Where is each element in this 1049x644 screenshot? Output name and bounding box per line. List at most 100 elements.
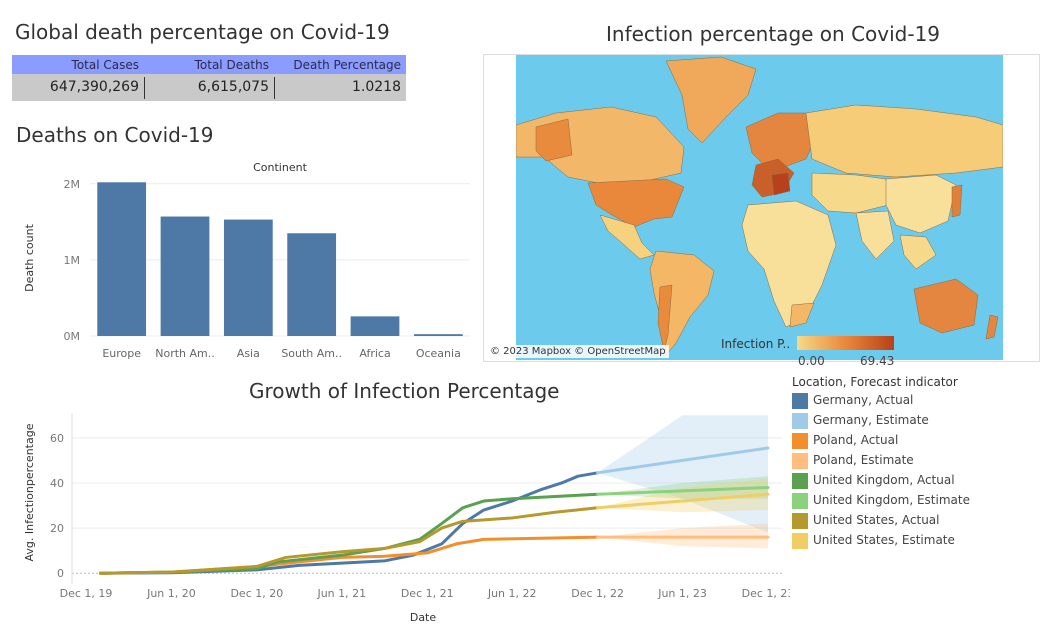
line-x-tick-label: Dec 1, 23 — [742, 587, 790, 600]
forecast-band — [597, 415, 768, 533]
legend-label: Poland, Estimate — [813, 453, 914, 467]
map-country — [665, 56, 757, 144]
line-x-tick-label: Dec 1, 21 — [401, 587, 454, 600]
legend-label: Poland, Actual — [813, 433, 899, 447]
line-x-axis-label: Date — [410, 611, 437, 624]
map-country — [535, 118, 573, 162]
map-country — [913, 278, 979, 334]
map-country — [789, 302, 815, 328]
bar-chart: Continent 0M 1M 2M Death count Europe North Am… — [23, 161, 470, 360]
series-line-germany-estimate — [596, 446, 770, 475]
map-legend-label: Infection P.. — [721, 337, 791, 351]
line-y-axis-label: Avg. Infectionpercentage — [23, 423, 36, 561]
map-color-scale — [797, 336, 894, 350]
map-title: Infection percentage on Covid-19 — [606, 22, 941, 46]
legend-item[interactable]: United States, Estimate — [792, 533, 955, 549]
series-line-united-states-estimate — [596, 492, 770, 510]
map-country — [985, 314, 999, 340]
line-x-tick-label: Jun 1, 20 — [146, 587, 196, 600]
bar-x-tick-label: Africa — [359, 347, 390, 360]
bar-x-tick-label: South Am.. — [281, 347, 342, 360]
bar-x-tick-label: Asia — [237, 347, 260, 360]
line-chart-title: Growth of Infection Percentage — [249, 379, 560, 403]
map-country — [599, 214, 655, 260]
line-x-tick-label: Dec 1, 22 — [571, 587, 624, 600]
line-chart: 0 20 40 60 Dec 1, 19 Jun 1, 20 Dec 1, 20 Jun 1,… — [23, 413, 790, 624]
kpi-separator — [274, 77, 275, 99]
map-country — [811, 172, 889, 214]
line-y-tick-label: 20 — [50, 522, 64, 535]
bar-asia — [223, 219, 273, 336]
legend-swatch — [792, 473, 808, 489]
legend-label: United Kingdom, Actual — [813, 473, 955, 487]
bar-oceania — [413, 334, 463, 336]
bar-x-tick-label: Oceania — [416, 347, 461, 360]
kpi-value-total-cases: 647,390,269 — [49, 79, 139, 95]
bar-x-tick-label: Europe — [102, 347, 141, 360]
map-country — [885, 174, 957, 234]
map-country — [805, 104, 1003, 178]
line-y-tick-label: 0 — [57, 567, 64, 580]
kpi-value-death-percentage: 1.0218 — [352, 79, 401, 95]
series-line-germany-actual — [98, 471, 600, 575]
bar-y-tick-label: 1M — [64, 254, 81, 267]
map-legend-min: 0.00 — [798, 354, 825, 368]
series-line-united-states-actual — [98, 506, 600, 575]
bar-south-am- — [287, 233, 337, 336]
legend-item[interactable]: Poland, Actual — [792, 433, 899, 449]
map-legend-max: 69.43 — [860, 354, 895, 368]
legend-swatch — [792, 453, 808, 469]
bar-europe — [97, 182, 147, 336]
line-legend-title: Location, Forecast indicator — [792, 375, 958, 389]
map-country — [741, 200, 837, 328]
legend-swatch — [792, 393, 808, 409]
bar-chart-header: Continent — [253, 161, 307, 174]
series-line-united-kingdom-estimate — [596, 485, 770, 496]
kpi-header-row: Total Cases Total Deaths Death Percentag… — [12, 55, 406, 74]
legend-label: United States, Actual — [813, 513, 940, 527]
legend-item[interactable]: Germany, Actual — [792, 393, 914, 409]
line-y-tick-label: 60 — [50, 432, 64, 445]
line-y-tick-label: 40 — [50, 477, 64, 490]
bar-africa — [350, 316, 400, 336]
line-x-tick-label: Dec 1, 20 — [230, 587, 283, 600]
kpi-value-total-deaths: 6,615,075 — [197, 79, 269, 95]
map-country — [951, 184, 963, 218]
bar-chart-title: Deaths on Covid-19 — [16, 123, 214, 147]
legend-item[interactable]: United States, Actual — [792, 513, 940, 529]
legend-label: United States, Estimate — [813, 533, 955, 547]
kpi-value-row: 647,390,269 6,615,075 1.0218 — [12, 74, 406, 101]
line-x-tick-label: Jun 1, 21 — [316, 587, 366, 600]
map-country — [745, 112, 817, 168]
kpi-header-total-cases: Total Cases — [71, 58, 139, 72]
legend-item[interactable]: United Kingdom, Estimate — [792, 493, 970, 509]
bar-y-axis-label: Death count — [23, 223, 36, 291]
map-country — [855, 210, 895, 260]
map-country — [899, 234, 937, 270]
map-country — [771, 172, 791, 196]
bar-north-am- — [160, 216, 210, 336]
legend-item[interactable]: Germany, Estimate — [792, 413, 929, 429]
map-credit: © 2023 Mapbox © OpenStreetMap — [487, 345, 669, 358]
legend-swatch — [792, 413, 808, 429]
world-map-shapes — [516, 56, 1003, 356]
bar-y-tick-label: 2M — [64, 178, 81, 191]
kpi-header-total-deaths: Total Deaths — [194, 58, 269, 72]
legend-label: United Kingdom, Estimate — [813, 493, 970, 507]
legend-label: Germany, Actual — [813, 393, 914, 407]
legend-swatch — [792, 433, 808, 449]
legend-item[interactable]: Poland, Estimate — [792, 453, 914, 469]
map-country — [587, 178, 685, 228]
bar-x-tick-label: North Am.. — [155, 347, 215, 360]
map-country — [657, 284, 673, 352]
legend-swatch — [792, 493, 808, 509]
legend-swatch — [792, 513, 808, 529]
line-x-tick-label: Jun 1, 23 — [657, 587, 707, 600]
kpi-title: Global death percentage on Covid-19 — [15, 20, 390, 44]
line-x-tick-label: Jun 1, 22 — [487, 587, 537, 600]
legend-label: Germany, Estimate — [813, 413, 929, 427]
world-map[interactable] — [516, 55, 1003, 360]
legend-item[interactable]: United Kingdom, Actual — [792, 473, 955, 489]
line-x-tick-label: Dec 1, 19 — [60, 587, 113, 600]
legend-swatch — [792, 533, 808, 549]
